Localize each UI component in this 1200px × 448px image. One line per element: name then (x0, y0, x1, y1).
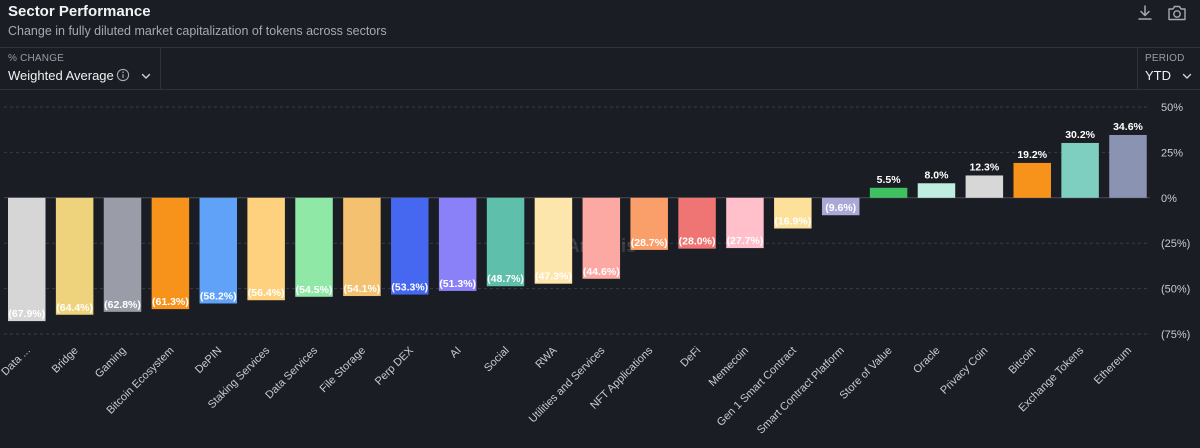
period-dropdown[interactable]: PERIOD YTD (1137, 51, 1200, 89)
data-label: (56.4%) (248, 287, 285, 299)
data-label: (53.3%) (391, 282, 428, 294)
controls-separator-left (160, 47, 161, 89)
bar[interactable] (247, 197, 285, 301)
bar[interactable] (774, 197, 812, 229)
chart-title: Sector Performance (8, 3, 151, 20)
data-label: (48.7%) (487, 273, 524, 285)
x-tick-label: DePIN (193, 345, 224, 376)
period-chevron-icon (1181, 69, 1193, 87)
bar[interactable] (295, 197, 333, 297)
data-label: (28.7%) (631, 237, 668, 249)
data-label: (27.7%) (727, 235, 764, 247)
x-tick-label: AI (448, 345, 464, 361)
bars (8, 134, 1147, 322)
data-label: (44.6%) (583, 266, 620, 278)
data-label: (67.9%) (8, 308, 45, 320)
bar[interactable] (486, 197, 525, 287)
download-icon[interactable] (1135, 4, 1155, 27)
bar[interactable] (582, 197, 621, 279)
x-tick-label: DeFi (678, 345, 703, 370)
x-tick-label: Bitcoin (1007, 345, 1039, 377)
y-tick-label: (50%) (1161, 284, 1190, 296)
data-label: (47.3%) (535, 271, 572, 283)
bar[interactable] (55, 197, 94, 315)
x-tick-label: Data ... (0, 345, 33, 379)
x-tick-label: Ethereum (1092, 345, 1134, 387)
data-label: (62.8%) (104, 299, 141, 311)
data-label: (16.9%) (774, 215, 811, 227)
data-label: (51.3%) (439, 278, 476, 290)
data-label: (54.5%) (296, 284, 333, 296)
bar[interactable] (965, 175, 1004, 198)
bar[interactable] (151, 197, 190, 310)
y-tick-label: 25% (1161, 147, 1183, 159)
x-tick-label: Gaming (93, 345, 129, 381)
header-divider (0, 47, 1200, 48)
metric-dropdown[interactable]: % CHANGE Weighted Average (0, 51, 160, 89)
bar[interactable] (343, 197, 381, 297)
bar[interactable] (1061, 142, 1099, 198)
value-labels: (67.9%) (64.4%) (62.8%) (61.3%) (58.2%) (56.4… (8, 121, 1143, 320)
x-tick-label: Perp DEX (373, 344, 417, 388)
metric-value: Weighted Average (8, 68, 114, 83)
chart-subtitle: Change in fully diluted market capitaliz… (8, 24, 387, 38)
y-tick-label: (75%) (1161, 329, 1190, 341)
y-tick-label: (25%) (1161, 238, 1190, 250)
data-label: (58.2%) (200, 290, 237, 302)
x-tick-label: Memecoin (707, 345, 751, 389)
y-axis-tick-labels: 50% 25% 0% (25%) (50%) (75%) (1161, 102, 1190, 341)
bar[interactable] (438, 197, 477, 291)
y-tick-label: 0% (1161, 193, 1177, 205)
x-tick-label: Bridge (50, 345, 81, 376)
data-label: (9.6%) (825, 202, 856, 214)
y-tick-label: 50% (1161, 102, 1183, 114)
metric-label: % CHANGE (8, 53, 65, 64)
bar[interactable] (8, 197, 46, 322)
bar[interactable] (630, 197, 668, 250)
data-label: 12.3% (969, 161, 999, 173)
bar[interactable] (1013, 162, 1051, 198)
bar[interactable] (534, 197, 573, 284)
x-tick-label: Social (482, 345, 512, 375)
bar[interactable] (821, 197, 860, 216)
data-label: 34.6% (1113, 121, 1143, 133)
chevron-down-icon (140, 69, 152, 87)
bar[interactable] (1109, 134, 1147, 198)
bar[interactable] (103, 197, 142, 312)
info-icon[interactable] (116, 68, 130, 87)
bar[interactable] (917, 183, 956, 198)
controls-separator-right (1137, 47, 1138, 89)
data-label: (28.0%) (679, 236, 716, 248)
grid-lines (4, 106, 1150, 335)
x-tick-label: Privacy Coin (938, 345, 990, 397)
data-label: 8.0% (925, 169, 950, 181)
data-label: 5.5% (877, 174, 902, 186)
bar[interactable] (199, 197, 238, 304)
data-label: (64.4%) (56, 302, 93, 314)
controls-divider (0, 89, 1200, 90)
period-value: YTD (1145, 68, 1171, 83)
bar[interactable] (391, 197, 429, 295)
camera-icon[interactable] (1166, 4, 1188, 27)
x-tick-label: Oracle (911, 345, 942, 376)
data-label: 30.2% (1065, 129, 1095, 141)
data-label: (54.1%) (344, 283, 381, 295)
x-tick-label: RWA (533, 344, 560, 371)
bar[interactable] (726, 197, 764, 249)
x-tick-label: Gen 1 Smart Contract (715, 345, 799, 429)
bar[interactable] (678, 197, 716, 249)
bar[interactable] (869, 187, 908, 198)
x-tick-label: File Storage (318, 345, 368, 395)
period-label: PERIOD (1145, 53, 1185, 64)
x-tick-label: Smart Contract Platform (755, 345, 847, 437)
data-label: 19.2% (1017, 149, 1047, 161)
data-label: (61.3%) (152, 296, 189, 308)
